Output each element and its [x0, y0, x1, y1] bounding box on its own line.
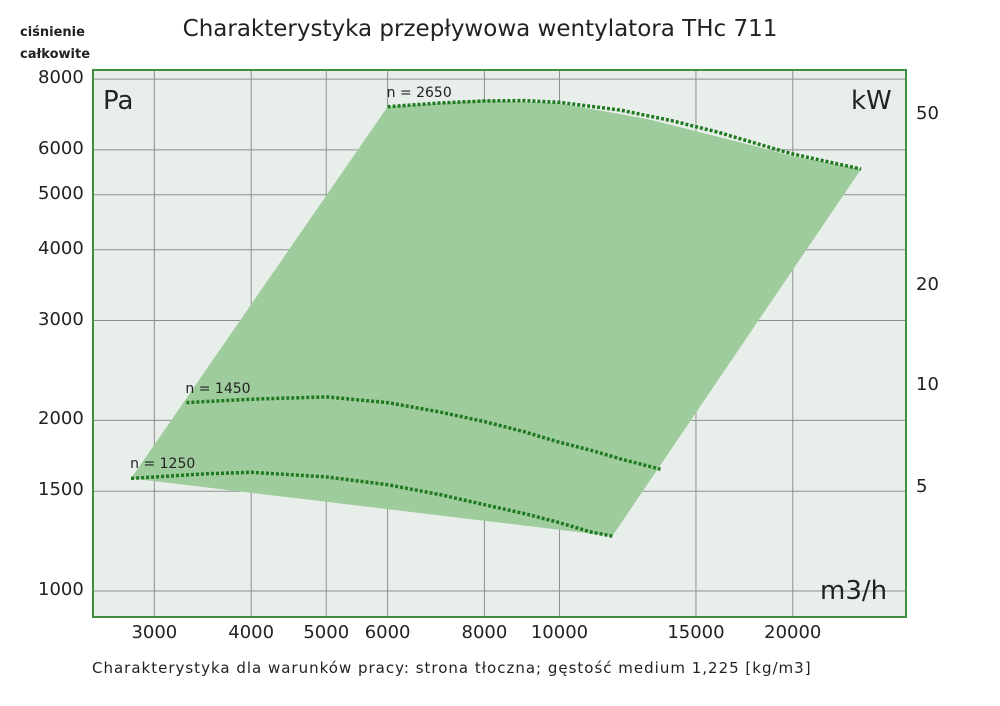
y-tick-label-3: 3000: [38, 308, 84, 330]
speed-curve-2: [130, 470, 613, 538]
x-tick-label-7: 20000: [764, 622, 822, 643]
x-tick-label-5: 10000: [530, 622, 589, 643]
speed-curve-1: [186, 395, 661, 471]
y-tick-label-7: 8000: [38, 67, 84, 89]
x-unit-label: m3/h: [820, 576, 888, 606]
y2-tick-label-2: 10: [916, 373, 939, 395]
curve-label-1: n = 1450: [185, 380, 251, 397]
plot-frame: [92, 69, 907, 618]
operating-region: [131, 99, 862, 537]
y-tick-label-4: 4000: [38, 237, 84, 259]
y-tick-label-6: 6000: [38, 137, 84, 159]
x-tick-label-0: 3000: [131, 622, 178, 643]
chart-title: Charakterystyka przepływowa wentylatora …: [182, 16, 778, 42]
speed-curve-0: [387, 98, 862, 171]
speed-curves: [130, 98, 862, 538]
footer-note: Charakterystyka dla warunków pracy: stro…: [92, 659, 812, 677]
y-tick-label-0: 1000: [38, 579, 84, 601]
y-axis-label-line1: ciśnienie: [20, 25, 85, 40]
y-tick-label-2: 2000: [38, 408, 84, 430]
y-unit-label: Pa: [103, 86, 134, 116]
y2-tick-label-0: 50: [916, 103, 939, 125]
y2-unit-label: kW: [851, 86, 892, 116]
curve-label-0: n = 2650: [386, 84, 452, 101]
x-tick-label-1: 4000: [228, 622, 275, 643]
x-tick-label-6: 15000: [667, 622, 725, 643]
y-axis-label-line2: całkowite: [20, 47, 91, 62]
curve-label-2: n = 1250: [130, 456, 196, 473]
x-tick-label-2: 5000: [303, 622, 350, 643]
y-tick-label-5: 5000: [38, 182, 84, 204]
x-tick-label-4: 8000: [461, 622, 508, 643]
x-tick-label-3: 6000: [364, 622, 411, 643]
y2-tick-label-3: 5: [916, 475, 928, 497]
y2-tick-label-1: 20: [916, 274, 939, 296]
y-tick-label-1: 1500: [38, 479, 84, 501]
